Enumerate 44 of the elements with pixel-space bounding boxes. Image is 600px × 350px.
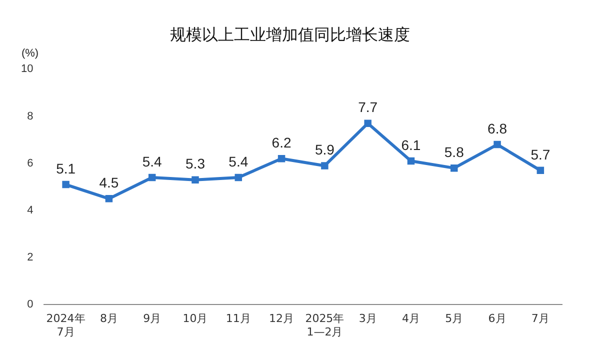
data-label: 5.8 bbox=[444, 144, 464, 160]
point bbox=[407, 157, 415, 165]
y-tick-label: 2 bbox=[27, 252, 34, 264]
point bbox=[450, 164, 458, 172]
x-tick-label: 4月 bbox=[402, 312, 420, 326]
x-tick-label: 12月 bbox=[269, 312, 294, 326]
x-tick-label: 9月 bbox=[143, 312, 162, 326]
x-tick-label: 10月 bbox=[182, 312, 208, 326]
y-tick-label: 8 bbox=[27, 110, 34, 122]
y-tick-label: 4 bbox=[27, 204, 34, 216]
x-tick-label: 11月 bbox=[226, 312, 251, 326]
data-label: 7.7 bbox=[358, 99, 378, 116]
data-label: 5.1 bbox=[56, 160, 76, 176]
data-label: 5.9 bbox=[314, 142, 335, 158]
x-tick-label: 6月 bbox=[488, 312, 506, 326]
x-tick-label: 2024年 7月 bbox=[46, 312, 86, 338]
point bbox=[192, 176, 199, 184]
data-label: 6.2 bbox=[272, 134, 292, 151]
data-label: 5.7 bbox=[530, 146, 550, 162]
point bbox=[234, 174, 242, 182]
y-tick-label: 10 bbox=[20, 63, 34, 76]
chart-title: 规模以上工业增加值同比增长速度 bbox=[170, 24, 410, 44]
x-tick-label: 7月 bbox=[531, 312, 550, 326]
point bbox=[148, 174, 156, 182]
point bbox=[364, 120, 372, 127]
data-label: 5.4 bbox=[228, 153, 248, 170]
data-label: 4.5 bbox=[99, 174, 119, 191]
x-tick-label: 8月 bbox=[100, 312, 118, 326]
point bbox=[278, 155, 286, 162]
y-axis-title: (%) bbox=[21, 48, 39, 60]
point bbox=[62, 180, 70, 188]
y-tick-label: 0 bbox=[27, 298, 34, 311]
x-tick-label: 2025年 1—2月 bbox=[305, 312, 344, 338]
x-tick-label: 5月 bbox=[445, 312, 464, 326]
data-label: 5.4 bbox=[142, 153, 162, 170]
y-tick-label: 6 bbox=[27, 157, 34, 170]
point bbox=[536, 166, 544, 174]
data-label: 6.8 bbox=[488, 120, 508, 136]
x-tick-label: 3月 bbox=[358, 312, 377, 326]
point bbox=[105, 195, 113, 202]
point bbox=[321, 162, 328, 170]
point bbox=[494, 140, 501, 148]
data-label: 5.3 bbox=[186, 156, 206, 172]
data-label: 6.1 bbox=[401, 136, 421, 153]
